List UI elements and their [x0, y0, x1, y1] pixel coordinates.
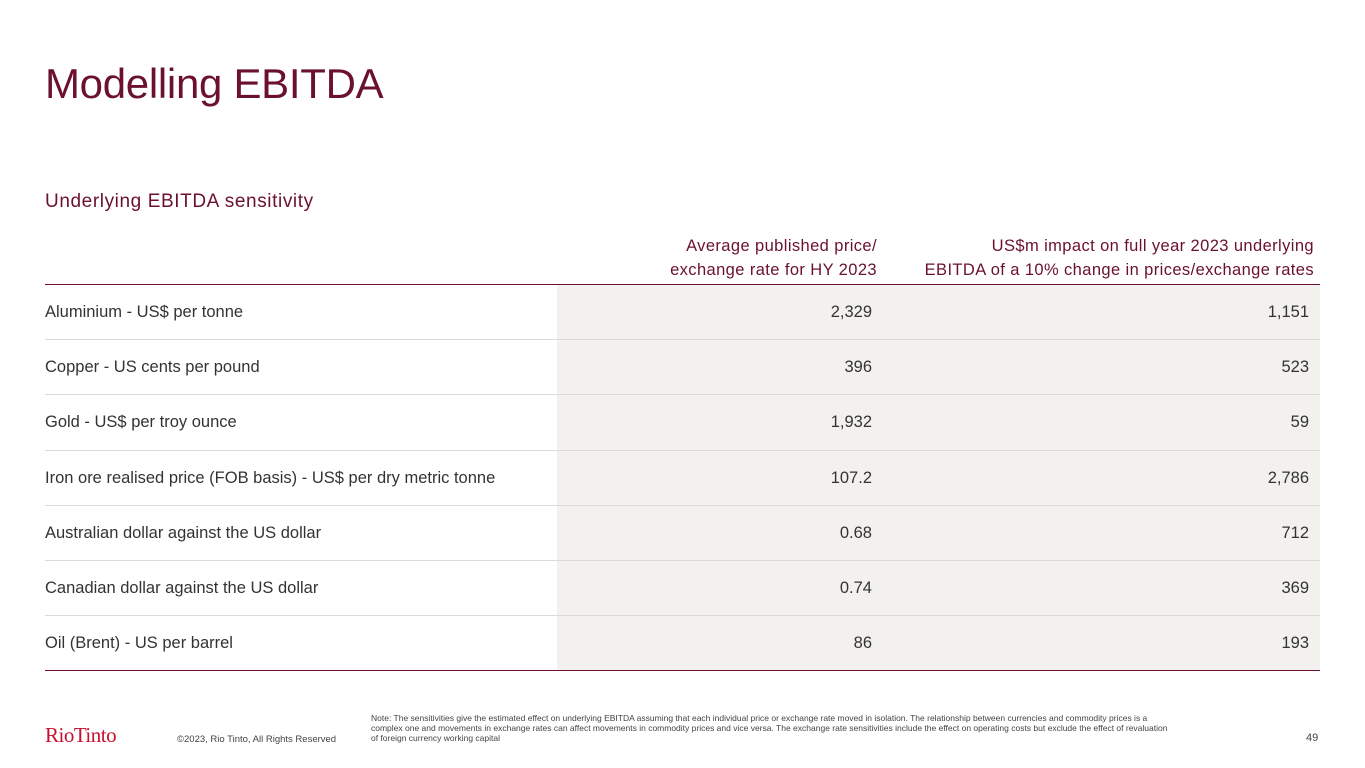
table-row: Copper - US cents per pound 396 523: [45, 340, 1320, 396]
row-label: Oil (Brent) - US per barrel: [45, 634, 233, 653]
row-label: Canadian dollar against the US dollar: [45, 578, 319, 597]
sensitivity-table: Average published price/ exchange rate f…: [45, 232, 1320, 672]
row-impact: 369: [1281, 578, 1309, 597]
header-impact-line1: US$m impact on full year 2023 underlying: [991, 237, 1314, 255]
row-price: 396: [844, 358, 872, 377]
table-row: Iron ore realised price (FOB basis) - US…: [45, 451, 1320, 506]
value-column-shade: [557, 285, 1320, 672]
footnote: Note: The sensitivities give the estimat…: [371, 713, 1168, 743]
header-impact-line2: EBITDA of a 10% change in prices/exchang…: [924, 261, 1314, 279]
rio-tinto-logo: RioTinto: [45, 723, 117, 747]
row-price: 0.74: [839, 578, 872, 597]
table-row: Aluminium - US$ per tonne 2,329 1,151: [45, 285, 1320, 341]
row-label: Australian dollar against the US dollar: [45, 523, 322, 542]
header-price: Average published price/ exchange rate f…: [577, 234, 877, 282]
table-row: Canadian dollar against the US dollar 0.…: [45, 561, 1320, 617]
table-header: Average published price/ exchange rate f…: [45, 232, 1320, 285]
table-row: Gold - US$ per troy ounce 1,932 59: [45, 395, 1320, 451]
row-label: Aluminium - US$ per tonne: [45, 303, 244, 321]
header-impact: US$m impact on full year 2023 underlying…: [874, 234, 1314, 282]
row-price: 2,329: [830, 303, 872, 321]
row-impact: 2,786: [1267, 468, 1309, 487]
row-price: 1,932: [830, 413, 872, 432]
row-impact: 523: [1281, 358, 1309, 377]
table-body: Aluminium - US$ per tonne 2,329 1,151 Co…: [45, 285, 1320, 672]
row-impact: 712: [1281, 523, 1309, 542]
row-label: Iron ore realised price (FOB basis) - US…: [45, 468, 496, 487]
row-price: 0.68: [839, 523, 872, 542]
header-price-line1: Average published price/: [686, 237, 877, 255]
row-label: Gold - US$ per troy ounce: [45, 413, 237, 432]
row-price: 107.2: [830, 468, 872, 487]
row-impact: 193: [1281, 634, 1309, 653]
table-row: Oil (Brent) - US per barrel 86 193: [45, 616, 1320, 672]
row-impact: 59: [1290, 413, 1309, 432]
header-price-line2: exchange rate for HY 2023: [670, 261, 877, 279]
row-label: Copper - US cents per pound: [45, 358, 260, 377]
table-row: Australian dollar against the US dollar …: [45, 506, 1320, 561]
copyright-text: ©2023, Rio Tinto, All Rights Reserved: [177, 734, 337, 745]
row-impact: 1,151: [1267, 303, 1309, 321]
row-price: 86: [853, 634, 872, 653]
page-number: 49: [1306, 732, 1319, 744]
slide-title: Modelling EBITDA: [45, 60, 384, 107]
table-subtitle: Underlying EBITDA sensitivity: [45, 191, 314, 212]
